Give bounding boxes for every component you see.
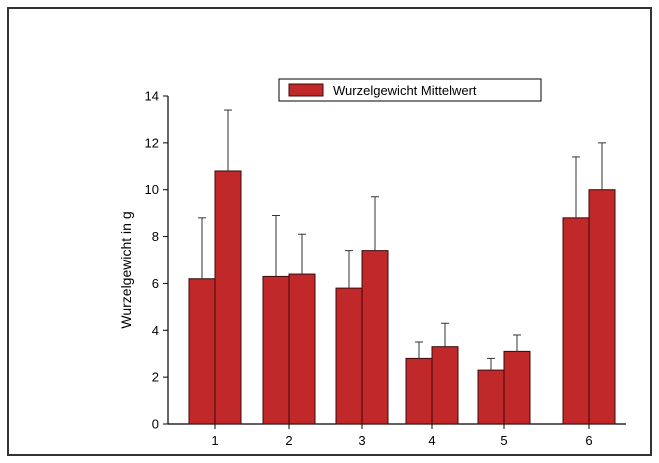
x-tick-label: 6 [585,433,592,448]
y-axis-title: Wurzelgewicht in g [118,211,134,328]
bar [588,189,616,425]
x-axis-ticks: 1 2 3 4 5 6 [211,424,593,448]
y-tick-label: 12 [145,135,159,150]
bar [405,357,433,425]
bar [562,217,590,425]
bar [288,273,316,425]
figure-border [7,7,652,456]
y-tick-label: 4 [152,323,159,338]
y-tick-label: 6 [152,276,159,291]
legend: Wurzelgewicht Mittelwert [278,78,542,102]
bar [214,170,242,425]
legend-box [278,78,542,102]
error-bars [198,109,606,371]
bar [477,369,505,425]
y-tick-label: 0 [152,417,159,432]
x-tick-label: 3 [358,433,365,448]
bar [361,250,389,425]
x-tick-label: 4 [428,433,435,448]
bar [503,350,531,425]
bar [431,346,459,425]
bar-series [188,170,616,425]
x-tick-label: 2 [285,433,292,448]
legend-swatch [288,83,324,97]
y-tick-label: 2 [152,370,159,385]
y-axis-ticks: 0 2 4 6 8 10 12 14 [145,89,168,432]
y-tick-label: 14 [145,89,159,104]
bar [262,275,290,425]
bar [188,278,216,425]
x-tick-label: 1 [211,433,218,448]
y-tick-label: 10 [145,182,159,197]
bar [335,287,363,425]
legend-label: Wurzelgewicht Mittelwert [333,83,477,98]
y-tick-label: 8 [152,229,159,244]
x-tick-label: 5 [500,433,507,448]
